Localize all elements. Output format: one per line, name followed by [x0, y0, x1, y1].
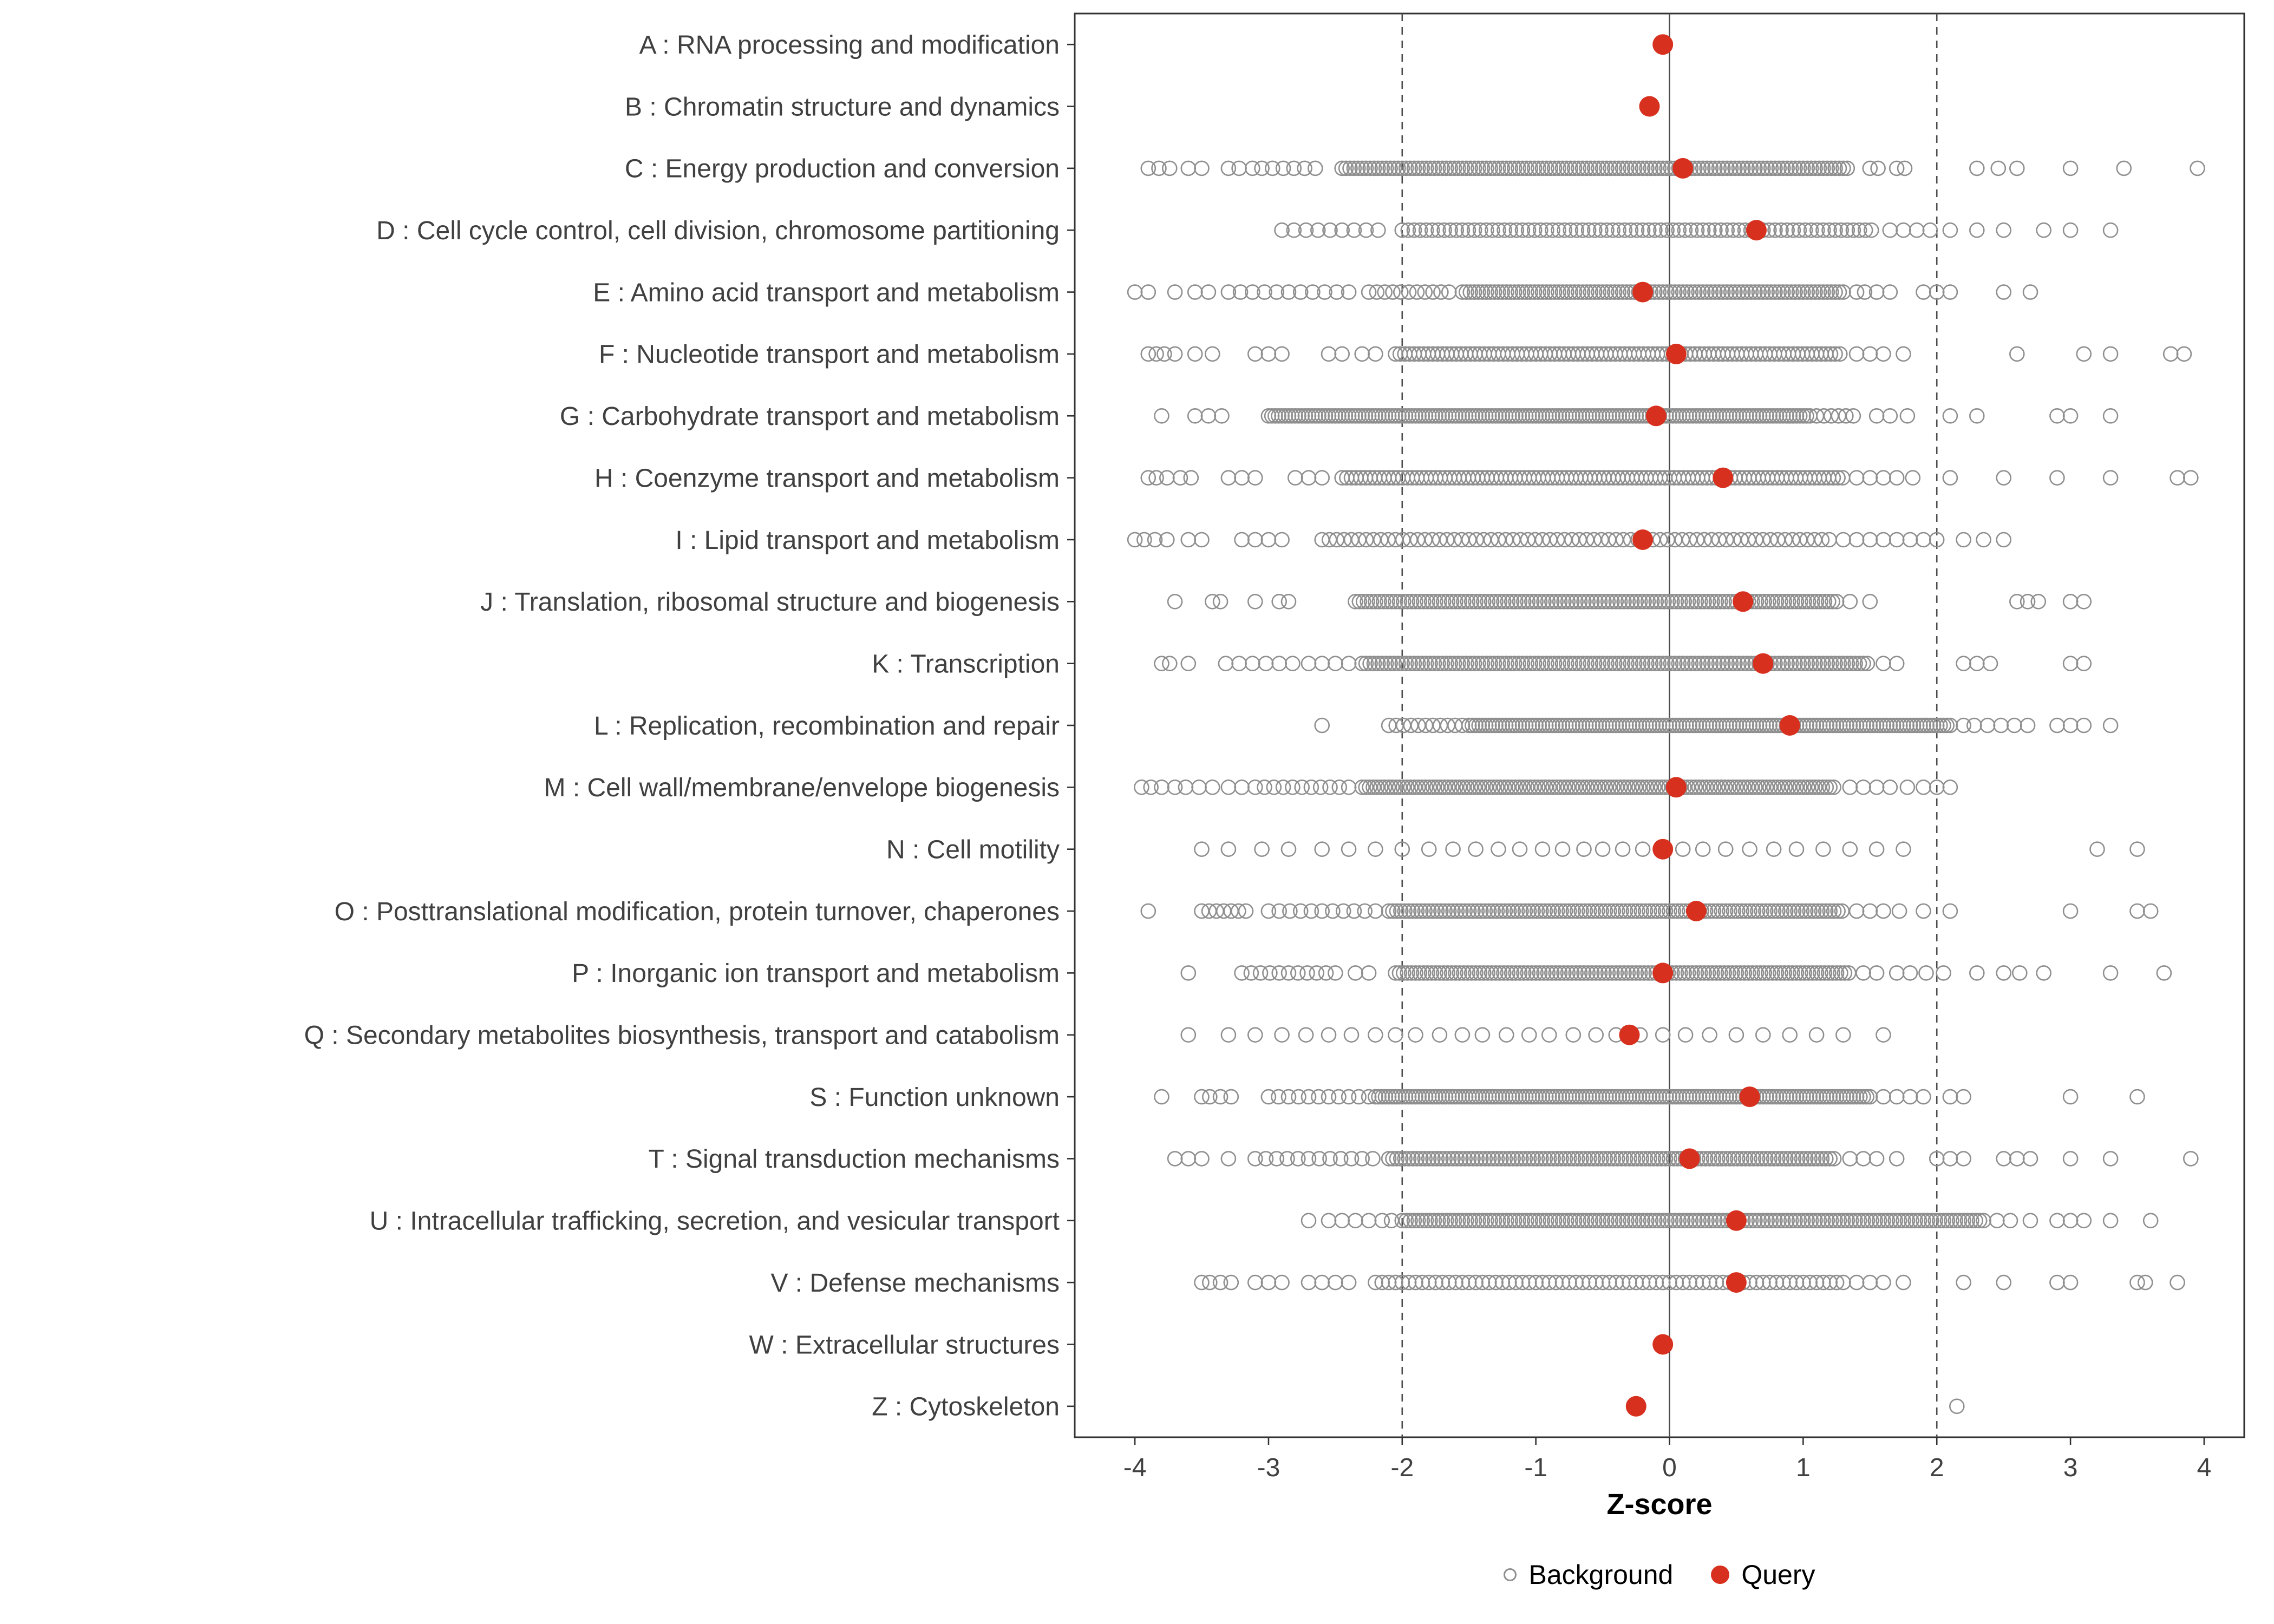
svg-text:E : Amino acid transport and m: E : Amino acid transport and metabolism	[593, 278, 1060, 307]
svg-text:0: 0	[1662, 1453, 1677, 1482]
svg-text:2: 2	[1930, 1453, 1944, 1482]
svg-text:F : Nucleotide transport and m: F : Nucleotide transport and metabolism	[599, 340, 1060, 369]
svg-text:-1: -1	[1524, 1453, 1547, 1482]
svg-text:L : Replication, recombination: L : Replication, recombination and repai…	[594, 712, 1060, 741]
svg-text:I : Lipid transport and metabo: I : Lipid transport and metabolism	[675, 526, 1060, 555]
query-marker-icon	[1711, 1566, 1730, 1584]
svg-text:Z : Cytoskeleton: Z : Cytoskeleton	[872, 1393, 1060, 1422]
svg-text:-4: -4	[1123, 1453, 1147, 1482]
x-axis: -4 -3 -2 -1 0 1 2 3 4	[1123, 1437, 2212, 1482]
x-axis-title: Z-score	[1606, 1488, 1713, 1521]
legend: Background Query	[1075, 1559, 2244, 1590]
svg-text:M : Cell wall/membrane/envelop: M : Cell wall/membrane/envelope biogenes…	[544, 774, 1060, 802]
svg-text:S : Function unknown: S : Function unknown	[809, 1083, 1060, 1112]
legend-item-background: Background	[1504, 1559, 1673, 1590]
svg-text:4: 4	[2197, 1453, 2212, 1482]
svg-text:G : Carbohydrate transport and: G : Carbohydrate transport and metabolis…	[560, 402, 1060, 431]
svg-text:C : Energy production and conv: C : Energy production and conversion	[625, 155, 1060, 184]
legend-item-query: Query	[1711, 1559, 1815, 1590]
svg-text:B : Chromatin structure and dy: B : Chromatin structure and dynamics	[625, 93, 1060, 121]
svg-text:W : Extracellular structures: W : Extracellular structures	[749, 1331, 1060, 1359]
svg-text:H : Coenzyme transport and met: H : Coenzyme transport and metabolism	[594, 464, 1060, 493]
svg-text:D : Cell cycle control, cell d: D : Cell cycle control, cell division, c…	[376, 217, 1060, 245]
svg-text:T : Signal transduction mechan: T : Signal transduction mechanisms	[649, 1145, 1060, 1174]
svg-text:O : Posttranslational modifica: O : Posttranslational modification, prot…	[335, 898, 1060, 926]
svg-text:-2: -2	[1390, 1453, 1414, 1482]
svg-text:1: 1	[1796, 1453, 1811, 1482]
svg-text:N : Cell motility: N : Cell motility	[886, 835, 1060, 864]
svg-text:P : Inorganic ion transport an: P : Inorganic ion transport and metaboli…	[572, 959, 1060, 988]
svg-text:-3: -3	[1257, 1453, 1280, 1482]
query-points-layer	[1619, 34, 1800, 1417]
svg-text:J : Translation, ribosomal str: J : Translation, ribosomal structure and…	[480, 588, 1060, 617]
svg-text:3: 3	[2063, 1453, 2078, 1482]
background-marker-icon	[1504, 1568, 1517, 1581]
svg-text:K : Transcription: K : Transcription	[872, 650, 1060, 678]
svg-text:V : Defense mechanisms: V : Defense mechanisms	[770, 1269, 1060, 1298]
svg-text:A : RNA processing and modific: A : RNA processing and modification	[639, 31, 1060, 60]
svg-text:U : Intracellular trafficking,: U : Intracellular trafficking, secretion…	[370, 1207, 1060, 1236]
legend-label-query: Query	[1741, 1560, 1815, 1590]
legend-label-background: Background	[1528, 1560, 1674, 1590]
y-axis: A : RNA processing and modification B : C…	[304, 31, 1075, 1422]
svg-text:Q : Secondary metabolites bios: Q : Secondary metabolites biosynthesis, …	[304, 1021, 1060, 1050]
